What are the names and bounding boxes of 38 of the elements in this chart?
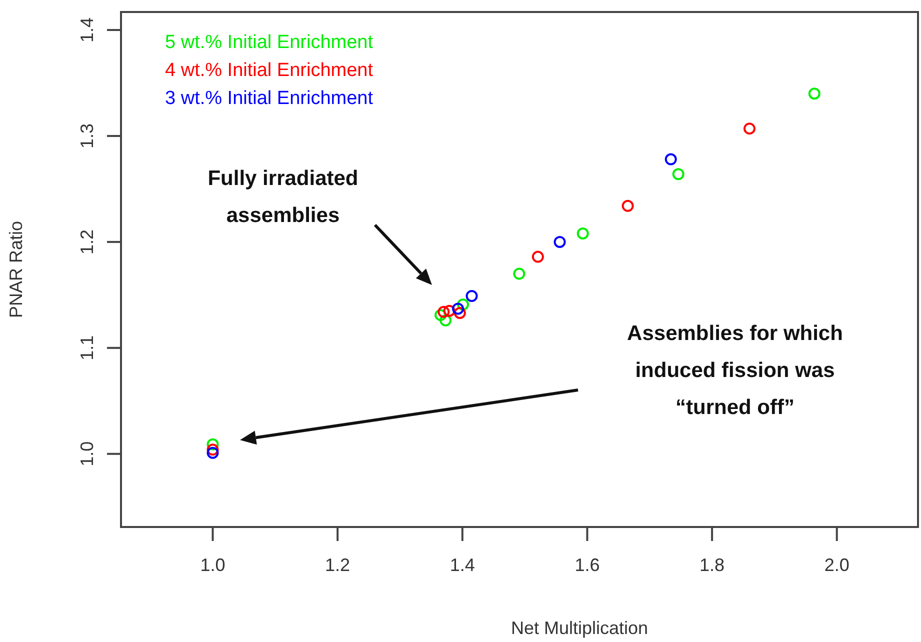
text: 4 wt.% Initial Enrichment bbox=[165, 60, 374, 81]
y-axis-title: PNAR Ratio bbox=[6, 220, 26, 318]
point bbox=[452, 302, 464, 315]
text: 5 wt.% Initial Enrichment bbox=[165, 32, 374, 53]
x-axis-title: Net Multiplication bbox=[510, 618, 648, 638]
point bbox=[808, 88, 820, 100]
y-tick-label: 1.4 bbox=[77, 18, 97, 43]
text: 3 wt.% Initial Enrichment bbox=[165, 88, 374, 109]
point bbox=[206, 444, 219, 456]
point bbox=[532, 250, 544, 263]
point bbox=[513, 268, 526, 280]
x-tick-label: 2.0 bbox=[824, 555, 850, 575]
x-tick-label: 1.2 bbox=[325, 555, 350, 575]
point bbox=[457, 298, 470, 310]
y-tick-label: 1.2 bbox=[77, 229, 97, 254]
point bbox=[438, 306, 450, 318]
point bbox=[622, 200, 634, 212]
point bbox=[664, 153, 677, 166]
point bbox=[434, 309, 447, 322]
annotation: Assemblies for which induced fission was “turned off” bbox=[627, 322, 843, 419]
annotation: Fully irradiated assemblies bbox=[208, 167, 358, 227]
x-tick-label: 1.8 bbox=[700, 555, 725, 575]
point bbox=[454, 306, 466, 319]
point bbox=[466, 290, 478, 302]
y-tick-label: 1.1 bbox=[77, 335, 97, 360]
point bbox=[554, 236, 566, 248]
point bbox=[206, 438, 219, 450]
point bbox=[443, 304, 456, 317]
y-tick-label: 1.3 bbox=[77, 123, 97, 148]
point bbox=[743, 122, 756, 135]
point bbox=[576, 227, 589, 240]
point bbox=[440, 314, 452, 326]
point bbox=[672, 168, 684, 180]
point bbox=[206, 446, 219, 459]
x-tick-label: 1.6 bbox=[574, 555, 600, 575]
x-tick-label: 1.0 bbox=[200, 555, 226, 575]
x-tick-label: 1.4 bbox=[450, 555, 475, 575]
y-tick-label: 1.0 bbox=[77, 441, 97, 466]
